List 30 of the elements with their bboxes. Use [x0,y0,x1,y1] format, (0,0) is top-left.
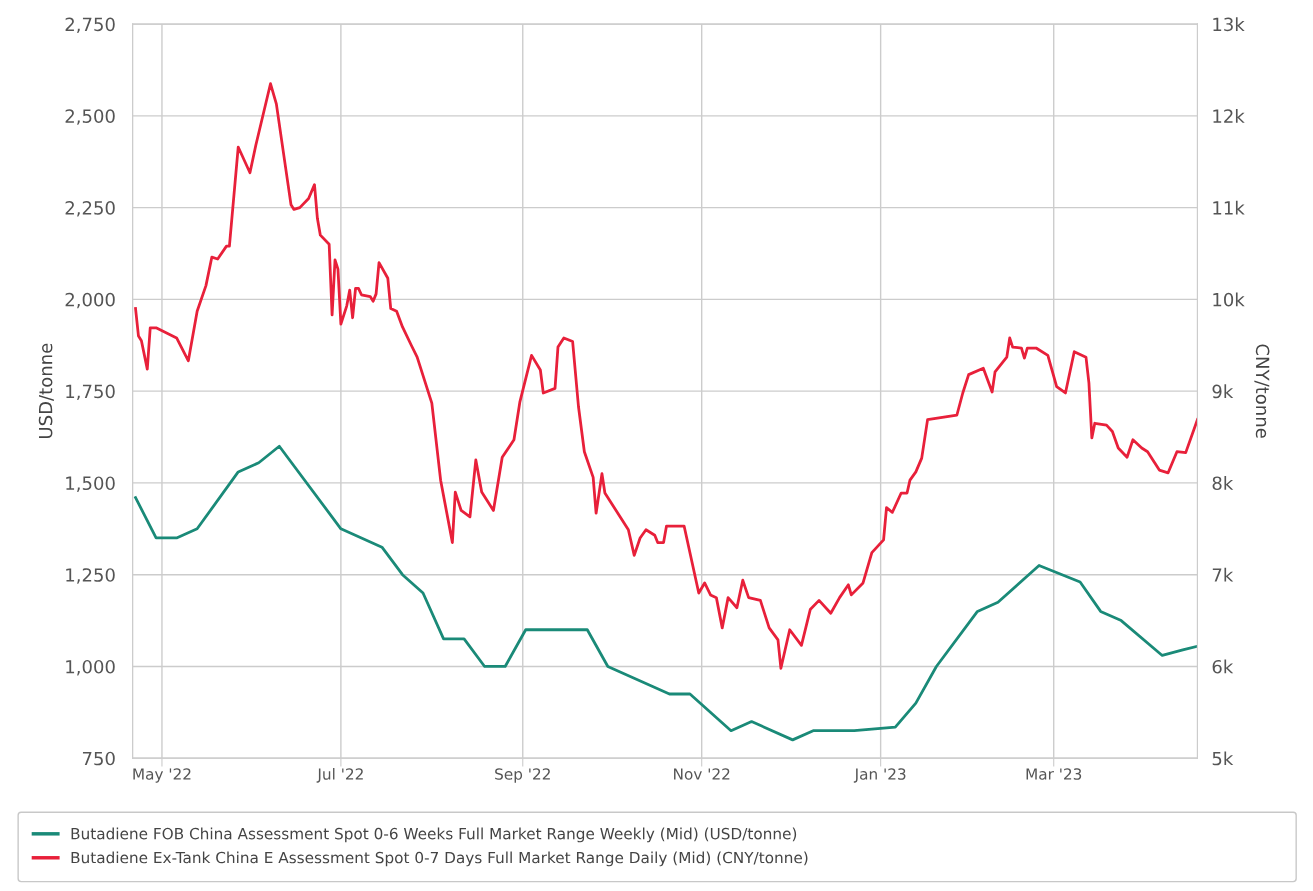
line-series [134,444,1198,742]
y-tick-label: 2,000 [65,292,115,309]
y-axis-title: USD/tonne [38,343,54,438]
x-tick-label: Jul '22 [316,767,363,783]
y-tick-label: 2,250 [65,201,115,217]
x-tick-label: Mar '23 [1026,768,1082,780]
x-tick-label: Sep '22 [495,768,550,783]
y2-tick-label: 10k [1213,292,1245,307]
x-tick-label: Nov '22 [674,768,730,780]
y-tick-label: 2,500 [65,109,115,125]
legend-label: Butadiene FOB China Assessment Spot 0-6 Weeks Full Market Range Weekly (Mid) (USD/tonne) [71,827,797,843]
y-tick-label: 1,000 [66,659,115,676]
legend-label: Butadiene Ex-Tank China E Assessment Spot 0-7 Days Full Market Range Daily (Mid) (CNY/tonne) [71,851,808,867]
line-series [134,82,1198,670]
y2-tick-label: 9k [1212,384,1234,399]
y2-tick-label: 8k [1212,476,1234,491]
y2-tick-label: 13k [1213,17,1245,32]
y2-axis-title: CNY/tonne [1254,344,1270,438]
x-tick-label: May '22 [133,768,191,783]
y-tick-label: 1,750 [66,384,115,401]
y-tick-label: 1,500 [66,476,115,492]
x-tick-label: Jan '23 [853,768,906,783]
y2-tick-label: 11k [1213,200,1245,215]
y-tick-label: 1,250 [66,568,115,584]
y2-tick-label: 12k [1213,108,1245,123]
y-tick-label: 750 [82,751,115,766]
y-tick-label: 2,750 [65,17,115,34]
y2-tick-label: 5k [1212,751,1234,766]
y2-tick-label: 7k [1212,567,1234,582]
y2-tick-label: 6k [1212,659,1234,674]
